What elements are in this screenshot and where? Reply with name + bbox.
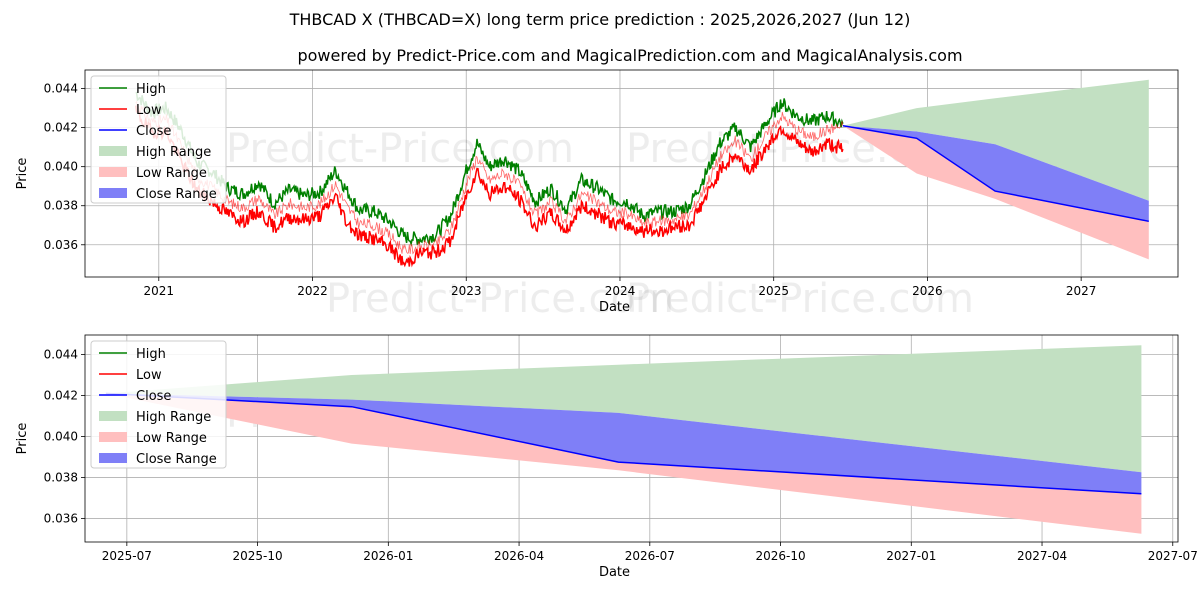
close-history-line bbox=[135, 101, 844, 255]
y-tick-label: 0.042 bbox=[44, 121, 78, 135]
y-tick-label: 0.040 bbox=[44, 160, 78, 174]
x-tick-label: 2026-04 bbox=[494, 549, 544, 563]
legend-label: Close Range bbox=[136, 187, 217, 202]
x-tick-label: 2026-10 bbox=[755, 549, 805, 563]
plot-area bbox=[134, 79, 1149, 268]
axes-frame bbox=[84, 69, 1179, 278]
high-series-line bbox=[135, 91, 844, 247]
y-tick-label: 0.036 bbox=[44, 238, 78, 252]
legend-label: High bbox=[136, 347, 166, 362]
plot-area bbox=[105, 345, 1142, 534]
x-tick-label: 2026-01 bbox=[363, 549, 413, 563]
close-forecast-line bbox=[842, 124, 1149, 223]
watermark: Predict-Price.com bbox=[326, 276, 674, 322]
low-range-area bbox=[105, 393, 1142, 534]
x-tick-label: 2024 bbox=[605, 284, 636, 298]
legend-swatch-patch bbox=[99, 411, 127, 421]
legend-swatch-patch bbox=[99, 432, 127, 442]
forecast-zoom-panel: Predict-Price.comPredict-Price.com2025-0… bbox=[15, 334, 1198, 580]
legend-label: Close bbox=[136, 124, 171, 139]
long-term-panel: Predict-Price.com Predict-Price.comPredic… bbox=[15, 69, 1179, 322]
x-tick-label: 2025 bbox=[758, 284, 789, 298]
x-axis-label: Date bbox=[599, 565, 630, 580]
legend: High Low Close High Range Low Range Close Ran… bbox=[90, 75, 227, 204]
x-tick-label: 2026-07 bbox=[625, 549, 675, 563]
high-range-area bbox=[842, 79, 1149, 201]
x-tick-label: 2021 bbox=[144, 284, 175, 298]
x-tick-label: 2027-07 bbox=[1148, 549, 1198, 563]
watermark: Predict-Price.com bbox=[626, 276, 974, 322]
x-tick-label: 2022 bbox=[297, 284, 328, 298]
y-tick-label: 0.036 bbox=[44, 511, 78, 525]
chart-subtitle: powered by Predict-Price.com and Magical… bbox=[297, 46, 962, 65]
axes-frame bbox=[84, 334, 1179, 543]
x-tick-label: 2026 bbox=[912, 284, 943, 298]
close-forecast-line bbox=[105, 392, 1142, 495]
x-tick-label: 2027 bbox=[1066, 284, 1097, 298]
legend-label: High Range bbox=[136, 145, 211, 160]
y-axis-label: Price bbox=[15, 423, 30, 455]
x-tick-label: 2027-01 bbox=[886, 549, 936, 563]
low-series-line bbox=[134, 105, 844, 268]
x-tick-label: 2025-07 bbox=[102, 549, 152, 563]
low-range-area bbox=[842, 125, 1149, 260]
legend-swatch-patch bbox=[99, 188, 127, 198]
legend-swatch-patch bbox=[99, 146, 127, 156]
y-tick-label: 0.038 bbox=[44, 199, 78, 213]
x-tick-label: 2023 bbox=[451, 284, 482, 298]
x-tick-label: 2025-10 bbox=[233, 549, 283, 563]
chart-title: THBCAD X (THBCAD=X) long term price pred… bbox=[289, 10, 911, 29]
watermark: Predict-Price.com bbox=[226, 126, 574, 172]
close-range-area bbox=[842, 125, 1149, 222]
legend-label: Low bbox=[136, 103, 162, 118]
legend-label: Close bbox=[136, 389, 171, 404]
legend-swatch-patch bbox=[99, 453, 127, 463]
legend-label: Low Range bbox=[136, 431, 207, 446]
x-axis-label: Date bbox=[599, 300, 630, 315]
y-tick-label: 0.038 bbox=[44, 470, 78, 484]
legend-label: Close Range bbox=[136, 452, 217, 467]
y-tick-label: 0.040 bbox=[44, 429, 78, 443]
y-axis-label: Price bbox=[15, 158, 30, 190]
legend-label: Low Range bbox=[136, 166, 207, 181]
legend-label: High bbox=[136, 82, 166, 97]
y-tick-label: 0.042 bbox=[44, 388, 78, 402]
y-tick-label: 0.044 bbox=[44, 82, 78, 96]
legend: High Low Close High Range Low Range Close Ran… bbox=[90, 340, 227, 469]
legend-label: High Range bbox=[136, 410, 211, 425]
x-tick-label: 2027-04 bbox=[1017, 549, 1067, 563]
high-range-area bbox=[105, 345, 1142, 473]
close-range-area bbox=[105, 393, 1142, 494]
legend-swatch-patch bbox=[99, 167, 127, 177]
legend-label: Low bbox=[136, 368, 162, 383]
y-tick-label: 0.044 bbox=[44, 347, 78, 361]
